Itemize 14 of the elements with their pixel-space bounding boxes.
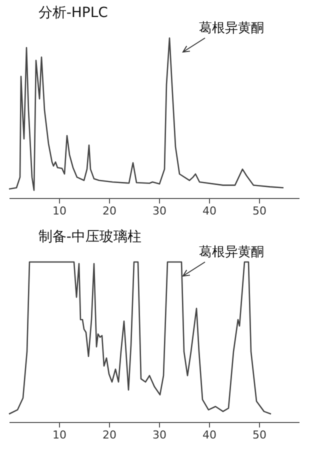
x-tick-label: 20: [102, 428, 116, 442]
x-tick-label: 50: [252, 428, 266, 442]
x-tick-label: 10: [52, 428, 66, 442]
chart-title: 分析-HPLC: [38, 5, 108, 21]
chart-title: 制备-中压玻璃柱: [38, 229, 142, 245]
x-tick-label: 20: [102, 204, 116, 218]
text: 葛根异黄酮: [199, 245, 264, 260]
x-tick-label: 50: [252, 204, 266, 218]
text: 葛根异黄酮: [199, 21, 264, 36]
x-tick-label: 40: [202, 428, 216, 442]
x-tick-label: 10: [52, 204, 66, 218]
x-tick-label: 30: [152, 204, 166, 218]
x-tick-label: 30: [152, 428, 166, 442]
x-tick-label: 40: [202, 204, 216, 218]
